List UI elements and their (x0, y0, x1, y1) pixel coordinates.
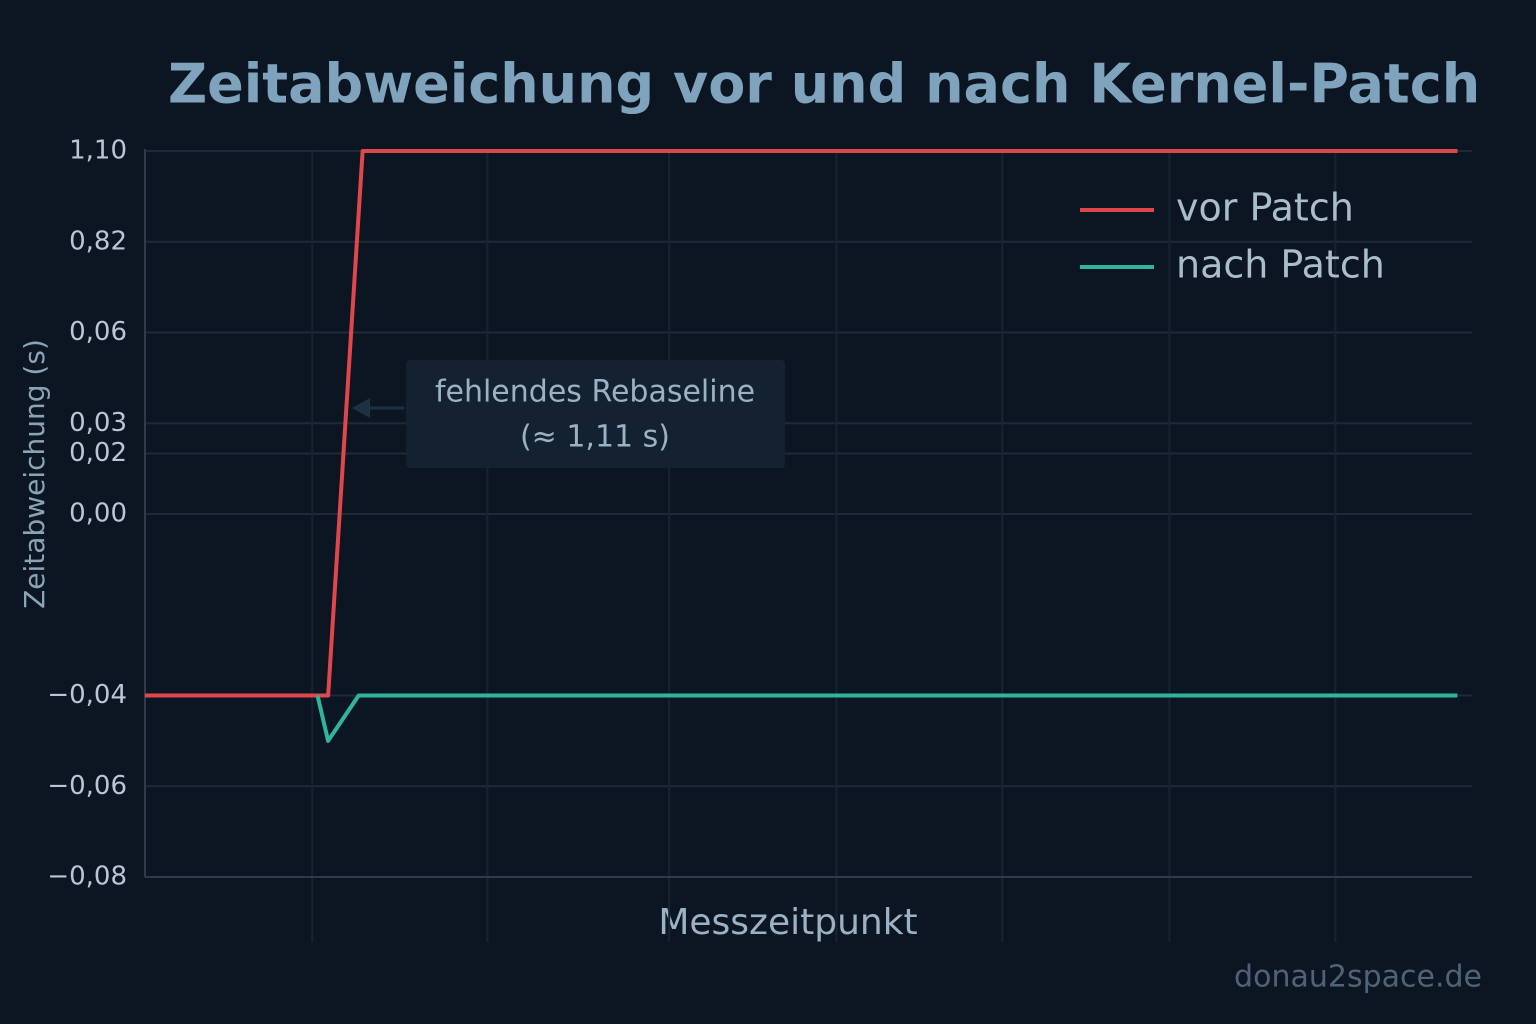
y-tick-label: −0,04 (47, 680, 127, 710)
y-tick-label: 0,06 (69, 317, 127, 347)
annotation-text: (≈ 1,11 s) (520, 420, 670, 455)
annotation-text: fehlendes Rebaseline (435, 375, 755, 410)
series-line (315, 693, 1458, 743)
legend-label: nach Patch (1176, 243, 1385, 287)
y-tick-label: 0,02 (69, 438, 127, 468)
y-axis-label: Zeitabweichung (s) (18, 339, 51, 609)
y-tick-label: −0,08 (47, 862, 127, 892)
legend-label: vor Patch (1176, 186, 1354, 230)
y-tick-label: 0,00 (69, 499, 127, 529)
y-tick-label: −0,06 (47, 771, 127, 801)
series-line (145, 149, 1458, 698)
annotation-box (406, 360, 785, 468)
watermark: donau2space.de (1234, 960, 1482, 995)
grid (144, 149, 1472, 942)
y-tick-label: 0,03 (69, 408, 127, 438)
legend: vor Patch nach Patch (1080, 186, 1385, 287)
lines (145, 149, 1458, 743)
y-tick-label: 0,82 (69, 226, 127, 256)
x-axis-label: Messzeitpunkt (658, 902, 917, 943)
chart-title: Zeitabweichung vor und nach Kernel-Patch (168, 53, 1480, 116)
y-tick-label: 1,10 (69, 136, 127, 166)
annotation-arrowhead (352, 398, 370, 418)
